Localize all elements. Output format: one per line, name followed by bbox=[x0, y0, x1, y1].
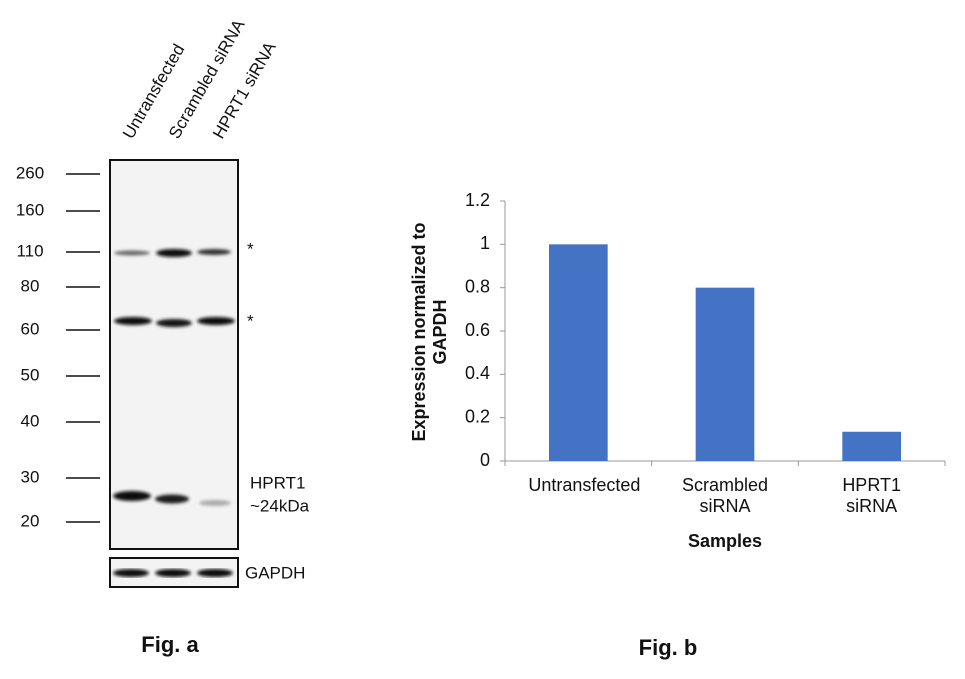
band bbox=[197, 249, 231, 255]
annotation: * bbox=[247, 239, 254, 258]
y-tick-label: 1 bbox=[480, 233, 490, 253]
band bbox=[156, 319, 192, 327]
marker-label: 30 bbox=[21, 467, 40, 486]
band bbox=[114, 250, 150, 256]
x-tick-label: Untransfected bbox=[528, 475, 641, 495]
y-tick-label: 0 bbox=[480, 450, 490, 470]
bands bbox=[113, 249, 235, 506]
bar bbox=[842, 431, 901, 461]
loading-control-label: GAPDH bbox=[245, 563, 305, 582]
band bbox=[155, 494, 189, 504]
band bbox=[197, 569, 233, 577]
band bbox=[199, 500, 231, 506]
caption: Fig. a bbox=[141, 632, 199, 657]
annotation: * bbox=[247, 311, 254, 330]
y-tick-label: 0.2 bbox=[465, 406, 490, 426]
caption: Fig. b bbox=[639, 635, 698, 660]
band bbox=[114, 317, 152, 325]
band bbox=[113, 569, 149, 577]
blot-panel bbox=[109, 159, 239, 550]
y-tick-label: 0.4 bbox=[465, 363, 490, 383]
x-tick-label: Scrambled siRNA bbox=[681, 475, 769, 516]
marker-label: 20 bbox=[21, 511, 40, 530]
x-axis-title: Samples bbox=[688, 531, 762, 551]
marker-label: 40 bbox=[21, 411, 40, 430]
band bbox=[197, 317, 235, 325]
marker-label: 160 bbox=[16, 200, 44, 219]
band bbox=[155, 569, 191, 577]
band-label: ~24kDa bbox=[250, 496, 310, 515]
marker-label: 260 bbox=[16, 163, 44, 182]
bar bbox=[549, 244, 608, 461]
bar bbox=[695, 287, 755, 461]
y-tick-label: 0.6 bbox=[465, 320, 490, 340]
marker-label: 60 bbox=[21, 319, 40, 338]
band-label: HPRT1 bbox=[250, 473, 305, 492]
gapdh-bands bbox=[113, 569, 233, 577]
band bbox=[113, 491, 151, 501]
y-tick-label: 0.8 bbox=[465, 276, 490, 296]
y-axis-title: Expression normalized to GAPDH bbox=[409, 222, 450, 442]
band bbox=[156, 249, 192, 257]
x-tick-label: HPRT1 siRNA bbox=[842, 475, 901, 516]
marker-label: 80 bbox=[21, 276, 40, 295]
marker-label: 50 bbox=[21, 365, 40, 384]
marker-label: 110 bbox=[16, 241, 43, 260]
y-tick-label: 1.2 bbox=[465, 190, 490, 210]
